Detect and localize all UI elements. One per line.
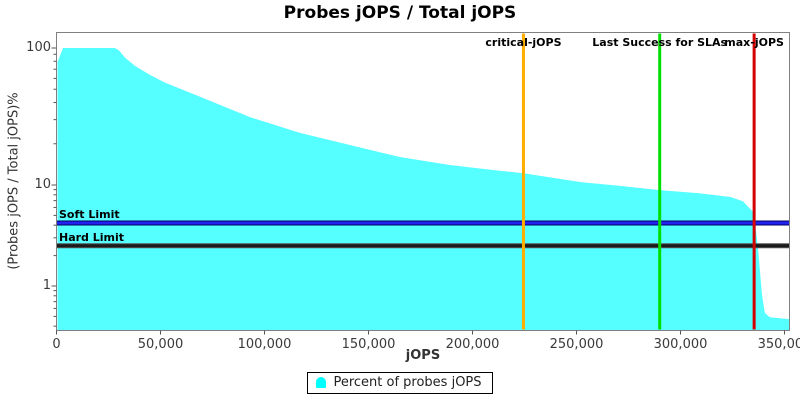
x-tick-label: 100,000 [237, 337, 292, 352]
x-tick-label: 350,000 [757, 337, 800, 352]
hard-limit-label: Hard Limit [59, 230, 125, 244]
probes-area-series [57, 48, 789, 330]
plot-border [56, 32, 790, 331]
chart-title: Probes jOPS / Total jOPS [283, 3, 517, 23]
series-marker-icon [316, 377, 327, 388]
y-tick-label: 100 [26, 40, 51, 55]
x-tick-label: 0 [52, 337, 61, 352]
legend-box: Percent of probes jOPS [307, 372, 493, 394]
x-tick-label: 150,000 [341, 337, 396, 352]
legend-item-label: Percent of probes jOPS [333, 375, 482, 390]
max-jops-label: max-jOPS [724, 36, 784, 49]
x-tick-label: 200,000 [445, 337, 500, 352]
legend: Percent of probes jOPS [0, 372, 800, 394]
y-tick-label: 1 [42, 278, 51, 293]
soft-limit-label: Soft Limit [59, 208, 120, 222]
x-tick-label: 250,000 [549, 337, 604, 352]
last-success-sla-label: Last Success for SLAs [592, 36, 728, 49]
critical-jops-label: critical-jOPS [485, 36, 562, 49]
x-axis-title: jOPS [405, 348, 441, 363]
y-tick-label: 10 [34, 177, 51, 192]
x-tick-label: 50,000 [137, 337, 184, 352]
x-tick-label: 300,000 [653, 337, 708, 352]
